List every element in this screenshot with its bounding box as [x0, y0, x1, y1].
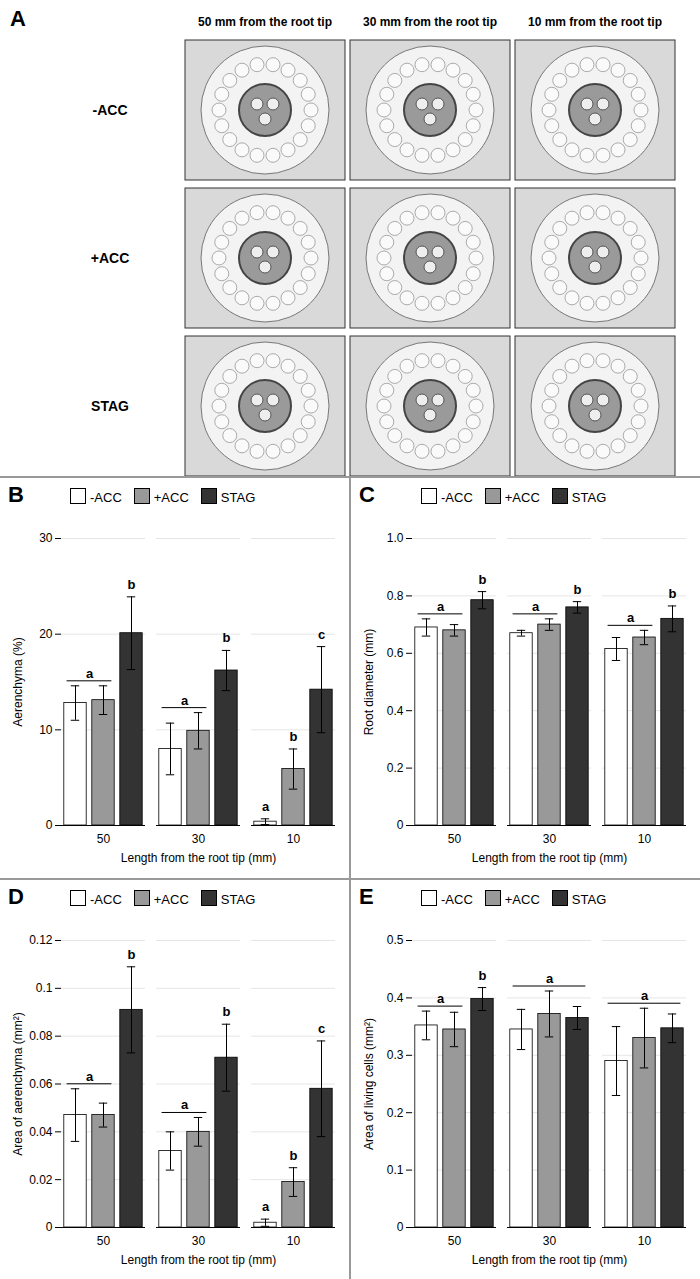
- svg-text:a: a: [627, 610, 635, 625]
- html-text:-ACC: -ACC: [90, 490, 122, 505]
- svg-text:50: 50: [97, 1234, 111, 1248]
- svg-text:+ACC: +ACC: [91, 250, 130, 266]
- svg-text:1.0: 1.0: [387, 531, 404, 545]
- svg-text:STAG: STAG: [91, 398, 129, 414]
- svg-text:Aerenchyma (%): Aerenchyma (%): [11, 637, 25, 726]
- svg-text:50 mm from the root tip: 50 mm from the root tip: [198, 15, 332, 29]
- html-text:STAG: STAG: [571, 892, 607, 907]
- svg-text:a: a: [437, 991, 445, 1006]
- svg-text:b: b: [574, 582, 582, 597]
- svg-text:0.2: 0.2: [387, 761, 404, 775]
- svg-text:b: b: [290, 729, 298, 744]
- svg-text:30: 30: [192, 832, 206, 846]
- svg-text:Area of living cells (mm²): Area of living cells (mm²): [362, 1018, 376, 1150]
- svg-text:10: 10: [638, 832, 652, 846]
- svg-text:10: 10: [287, 832, 301, 846]
- svg-text:50: 50: [97, 832, 111, 846]
- svg-text:b: b: [290, 1148, 298, 1163]
- svg-text:0.6: 0.6: [387, 646, 404, 660]
- svg-text:0.4: 0.4: [387, 991, 404, 1005]
- html-text:STAG: STAG: [571, 490, 607, 505]
- svg-text:b: b: [128, 947, 136, 962]
- svg-text:-ACC: -ACC: [93, 102, 128, 118]
- html-text:E: E: [359, 884, 374, 909]
- svg-text:a: a: [641, 988, 649, 1003]
- html-text:STAG: STAG: [220, 892, 256, 907]
- svg-text:a: a: [546, 971, 554, 986]
- svg-text:10: 10: [287, 1234, 301, 1248]
- svg-text:b: b: [223, 630, 231, 645]
- svg-text:Area of aerenchyma (mm²): Area of aerenchyma (mm²): [11, 1012, 25, 1155]
- svg-text:10 mm from the root tip: 10 mm from the root tip: [528, 15, 662, 29]
- svg-text:0.12: 0.12: [29, 933, 53, 947]
- svg-text:0.3: 0.3: [387, 1048, 404, 1062]
- svg-text:A: A: [10, 6, 26, 31]
- html-text:STAG: STAG: [220, 490, 256, 505]
- svg-text:a: a: [86, 666, 94, 681]
- svg-text:Length from the root tip (mm): Length from the root tip (mm): [121, 851, 276, 865]
- svg-text:c: c: [318, 1021, 325, 1036]
- svg-text:b: b: [223, 1004, 231, 1019]
- svg-text:a: a: [532, 599, 540, 614]
- svg-text:a: a: [262, 799, 270, 814]
- svg-text:30: 30: [543, 1234, 557, 1248]
- svg-text:b: b: [479, 572, 487, 587]
- svg-text:0.4: 0.4: [387, 704, 404, 718]
- svg-text:0.1: 0.1: [387, 1163, 404, 1177]
- svg-text:b: b: [128, 577, 136, 592]
- svg-text:b: b: [669, 586, 677, 601]
- svg-text:0: 0: [46, 818, 53, 832]
- svg-text:Length from the root tip (mm): Length from the root tip (mm): [472, 1253, 627, 1267]
- svg-text:30: 30: [192, 1234, 206, 1248]
- svg-text:30 mm from the root tip: 30 mm from the root tip: [363, 15, 497, 29]
- svg-text:0.5: 0.5: [387, 933, 404, 947]
- svg-text:50: 50: [448, 1234, 462, 1248]
- svg-text:c: c: [318, 627, 325, 642]
- svg-text:0.04: 0.04: [29, 1125, 53, 1139]
- svg-text:Root diameter (mm): Root diameter (mm): [362, 629, 376, 736]
- svg-text:0.08: 0.08: [29, 1029, 53, 1043]
- svg-text:a: a: [181, 693, 189, 708]
- html-text:B: B: [8, 482, 24, 507]
- svg-text:30: 30: [543, 832, 557, 846]
- svg-text:50: 50: [448, 832, 462, 846]
- svg-text:20: 20: [39, 627, 53, 641]
- html-text:-ACC: -ACC: [441, 892, 473, 907]
- html-text:+ACC: +ACC: [504, 892, 540, 907]
- svg-text:0: 0: [46, 1220, 53, 1234]
- svg-text:0.8: 0.8: [387, 589, 404, 603]
- html-text:D: D: [8, 884, 24, 909]
- svg-text:a: a: [181, 1097, 189, 1112]
- html-text:-ACC: -ACC: [90, 892, 122, 907]
- svg-text:0.2: 0.2: [387, 1106, 404, 1120]
- svg-text:0.02: 0.02: [29, 1173, 53, 1187]
- svg-text:b: b: [479, 968, 487, 983]
- html-text:C: C: [359, 482, 375, 507]
- svg-text:10: 10: [39, 723, 53, 737]
- svg-text:10: 10: [638, 1234, 652, 1248]
- svg-text:0.06: 0.06: [29, 1077, 53, 1091]
- html-text:+ACC: +ACC: [504, 490, 540, 505]
- svg-text:a: a: [437, 599, 445, 614]
- svg-text:a: a: [86, 1069, 94, 1084]
- svg-text:0.1: 0.1: [36, 981, 53, 995]
- html-text:+ACC: +ACC: [153, 892, 189, 907]
- svg-text:30: 30: [39, 531, 53, 545]
- svg-text:Length from the root tip (mm): Length from the root tip (mm): [121, 1253, 276, 1267]
- svg-text:a: a: [262, 1199, 270, 1214]
- svg-text:0: 0: [397, 1220, 404, 1234]
- html-text:+ACC: +ACC: [153, 490, 189, 505]
- svg-text:0: 0: [397, 818, 404, 832]
- svg-text:Length from the root tip (mm): Length from the root tip (mm): [472, 851, 627, 865]
- html-text:-ACC: -ACC: [441, 490, 473, 505]
